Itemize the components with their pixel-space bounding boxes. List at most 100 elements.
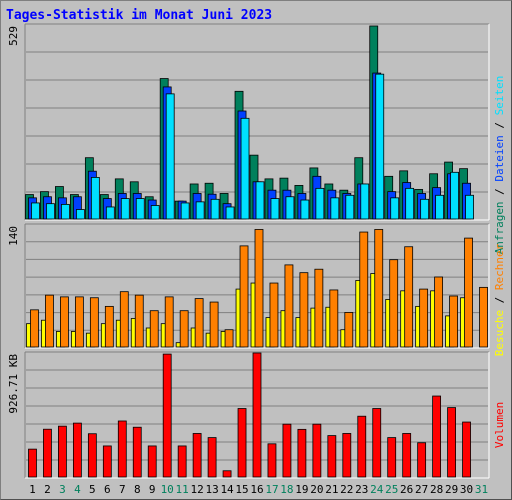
bar-seiten-day-23	[360, 183, 370, 220]
bar-seiten-day-29	[450, 171, 459, 220]
bar-volumen-day-23	[357, 415, 367, 478]
bar-rechner-day-28	[434, 276, 444, 348]
x-tick-label-day-19: 19	[295, 483, 308, 496]
bar-rechner-day-18	[284, 264, 294, 348]
bar-volumen-day-15	[237, 408, 247, 478]
bar-rechner-day-5	[89, 297, 99, 348]
x-tick-label-day-5: 5	[89, 483, 96, 496]
x-tick-label-day-10: 10	[161, 483, 174, 496]
bar-seiten-day-6	[105, 206, 115, 220]
bar-seiten-day-25	[390, 197, 400, 220]
x-tick-label-day-14: 14	[220, 483, 234, 496]
legend-seiten: Seiten	[493, 76, 506, 116]
bar-seiten-day-9	[150, 205, 160, 220]
bar-seiten-day-3	[61, 204, 70, 220]
bar-volumen-day-27	[417, 442, 427, 478]
bar-rechner-day-23	[359, 231, 369, 348]
x-tick-label-day-8: 8	[134, 483, 141, 496]
bar-rechner-day-4	[74, 296, 84, 348]
legend-separator: /	[493, 115, 506, 135]
bar-rechner-day-24	[374, 229, 384, 348]
bar-volumen-day-11	[177, 445, 187, 478]
y-max-label: 140	[7, 226, 20, 246]
bar-volumen-day-28	[432, 395, 442, 478]
bar-rechner-day-30	[464, 237, 473, 348]
x-tick-label-day-4: 4	[74, 483, 81, 496]
x-tick-label-day-24: 24	[370, 483, 384, 496]
legend-volumen: Volumen	[493, 402, 506, 448]
x-tick-label-day-16: 16	[250, 483, 263, 496]
bar-volumen-day-21	[327, 435, 337, 478]
bar-rechner-day-1	[30, 309, 39, 348]
legend-label-bottom: Volumen	[493, 402, 506, 448]
bar-volumen-day-9	[147, 445, 157, 478]
bar-rechner-day-17	[269, 282, 279, 348]
bar-seiten-day-27	[420, 198, 430, 220]
x-tick-label-day-15: 15	[235, 483, 248, 496]
bar-volumen-day-29	[447, 407, 456, 478]
x-tick-label-day-7: 7	[119, 483, 126, 496]
bar-volumen-day-2	[43, 428, 52, 478]
bar-rechner-day-9	[149, 310, 159, 348]
bar-rechner-day-11	[179, 310, 189, 348]
bar-seiten-day-15	[240, 117, 250, 220]
bar-rechner-day-31	[479, 286, 488, 348]
bar-volumen-day-5	[87, 433, 97, 478]
bar-volumen-day-25	[387, 437, 397, 478]
bar-seiten-day-26	[405, 187, 415, 220]
bar-volumen-day-6	[102, 445, 112, 478]
bar-seiten-day-18	[285, 196, 295, 220]
bar-rechner-day-14	[224, 329, 234, 348]
x-tick-label-day-31: 31	[475, 483, 488, 496]
bar-seiten-day-21	[330, 197, 340, 220]
bar-volumen-day-10	[162, 353, 172, 478]
bar-rechner-day-7	[119, 291, 129, 348]
bar-volumen-day-7	[117, 420, 127, 478]
bar-seiten-day-8	[135, 198, 145, 220]
legend-besuche: Besuche	[493, 310, 506, 356]
bar-seiten-day-19	[300, 199, 310, 220]
x-tick-label-day-23: 23	[355, 483, 368, 496]
bar-rechner-day-25	[389, 259, 399, 348]
x-tick-label-day-2: 2	[44, 483, 51, 496]
x-tick-label-day-28: 28	[430, 483, 443, 496]
bar-volumen-day-26	[402, 433, 412, 478]
bar-rechner-day-8	[134, 294, 144, 348]
bar-seiten-day-11	[180, 202, 190, 220]
x-tick-label-day-11: 11	[176, 483, 189, 496]
bar-rechner-day-26	[404, 246, 414, 348]
bar-volumen-day-19	[297, 428, 307, 478]
bar-seiten-day-10	[165, 93, 175, 220]
legend-label-top: Anfragen / Dateien / Seiten	[493, 76, 506, 255]
x-tick-label-day-21: 21	[325, 483, 338, 496]
bar-volumen-day-8	[132, 426, 142, 478]
x-tick-label-day-25: 25	[385, 483, 398, 496]
x-tick-label-day-26: 26	[400, 483, 413, 496]
x-tick-label-day-6: 6	[104, 483, 111, 496]
legend-dateien: Dateien	[493, 135, 506, 181]
x-tick-label-day-20: 20	[310, 483, 323, 496]
bar-volumen-day-20	[312, 423, 322, 478]
bar-volumen-day-30	[462, 421, 471, 478]
bar-volumen-day-17	[267, 443, 277, 478]
x-tick-label-day-1: 1	[29, 483, 36, 496]
x-tick-label-day-17: 17	[265, 483, 278, 496]
page-title: Tages-Statistik im Monat Juni 2023	[6, 8, 273, 23]
x-tick-label-day-29: 29	[445, 483, 458, 496]
legend-anfragen: Anfragen	[493, 201, 506, 254]
x-tick-label-day-9: 9	[149, 483, 156, 496]
bar-seiten-day-7	[120, 198, 130, 220]
bar-seiten-day-22	[345, 194, 355, 220]
bar-rechner-day-13	[209, 301, 219, 348]
legend-separator: /	[493, 290, 506, 310]
legend-separator: /	[493, 182, 506, 202]
bar-volumen-day-12	[192, 433, 202, 478]
bar-seiten-day-1	[31, 202, 40, 220]
bar-seiten-day-28	[435, 194, 445, 220]
bar-seiten-day-20	[315, 187, 325, 220]
bar-volumen-day-4	[72, 422, 82, 478]
bar-seiten-day-4	[75, 209, 85, 220]
legend-label-middle: Besuche / Rechner	[493, 243, 506, 356]
bar-volumen-day-16	[252, 352, 262, 478]
bar-rechner-day-10	[164, 296, 174, 348]
